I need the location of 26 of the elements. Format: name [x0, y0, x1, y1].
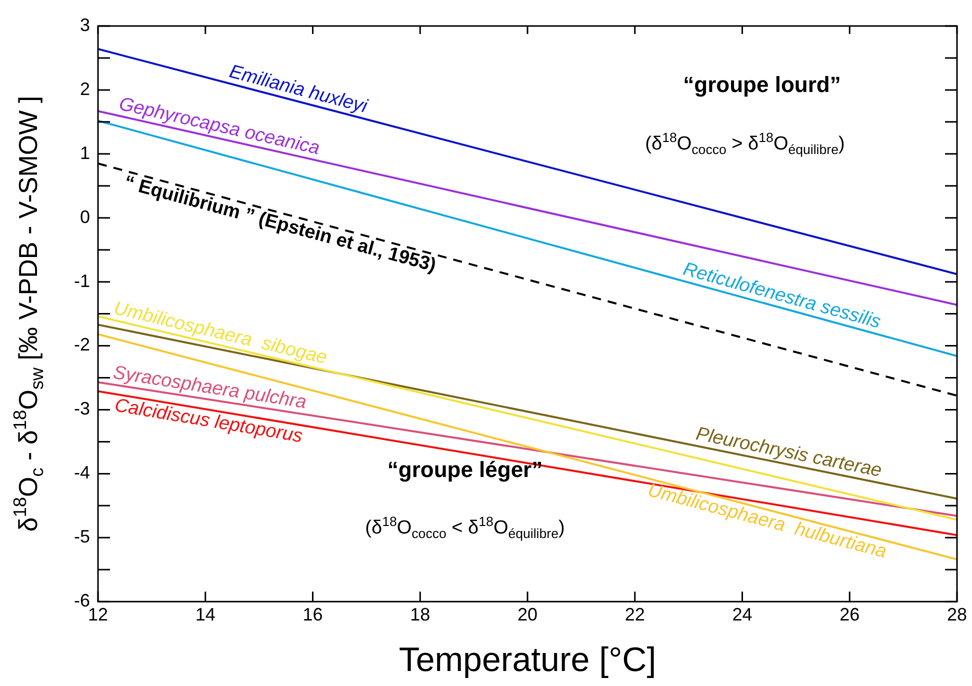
x-tick-label: 12: [88, 604, 108, 624]
x-tick-label: 22: [624, 604, 645, 624]
x-tick-label: 18: [410, 604, 430, 624]
y-tick-label: -4: [74, 462, 90, 483]
x-tick-label: 14: [195, 604, 216, 624]
y-tick-label: -5: [74, 526, 90, 547]
x-tick-label: 28: [946, 604, 968, 624]
text: (δ$^{18}$O$_{cocco}$ < δ$^{18}$O$_{équilibre}$): [365, 514, 565, 542]
text: δ18Oc - δ18Osw [‰ V-PDB - V-SMOW ]: [10, 96, 47, 532]
y-tick-label: -1: [74, 270, 90, 291]
text: (δ$^{18}$O$_{cocco}$ > δ$^{18}$O$_{équilibre}$): [645, 130, 845, 158]
y-tick-label: -6: [74, 590, 90, 611]
y-tick-label: 0: [80, 206, 90, 227]
x-tick-label: 20: [517, 604, 538, 624]
y-tick-label: 1: [80, 142, 90, 163]
annotation: “groupe léger”: [387, 457, 543, 483]
x-tick-label: 26: [840, 604, 860, 624]
y-tick-label: 3: [80, 14, 90, 35]
x-tick-label: 16: [302, 604, 323, 624]
y-tick-label: -3: [74, 398, 90, 419]
y-tick-label: 2: [80, 78, 90, 99]
x-tick-label: 24: [732, 604, 752, 624]
y-tick-label: -2: [74, 334, 90, 355]
annotation: “groupe lourd”: [683, 72, 841, 98]
x-axis-title: Temperature [°C]: [398, 640, 656, 679]
text: Emiliania huxleyi: [227, 61, 370, 118]
